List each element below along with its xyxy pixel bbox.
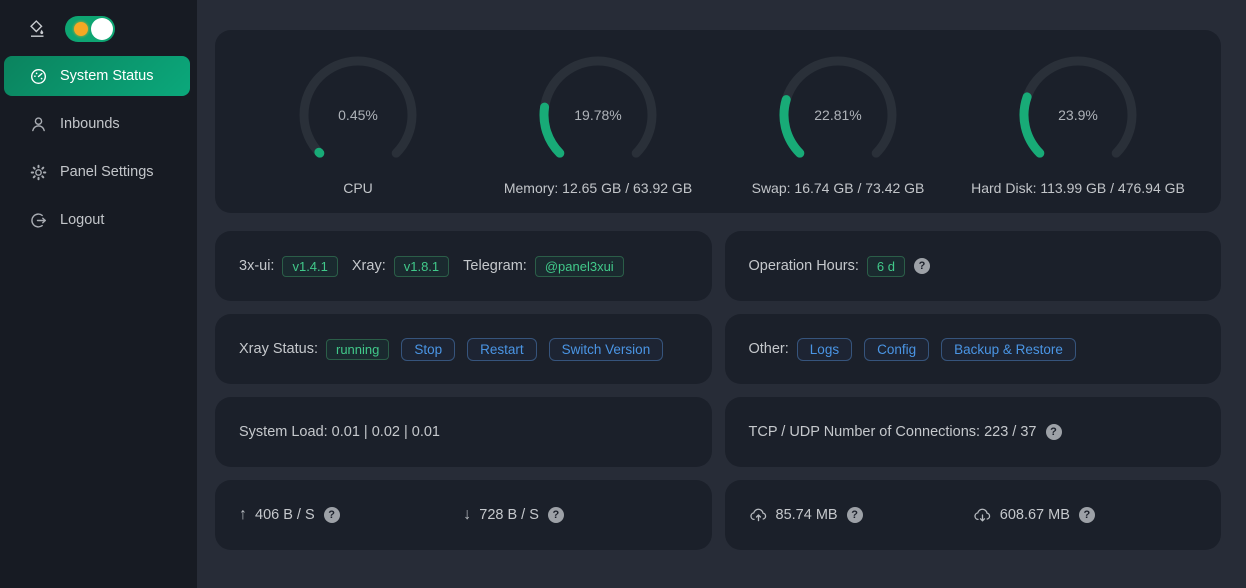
other-label: Other: — [748, 341, 789, 357]
gauge-memory: 19.78% Memory: 12.65 GB / 63.92 GB — [478, 30, 718, 213]
sidebar-item-label: Inbounds — [60, 116, 120, 132]
gauge-label: Hard Disk: 113.99 GB / 476.94 GB — [971, 180, 1185, 196]
connections-card: TCP / UDP Number of Connections: 223 / 3… — [724, 397, 1221, 467]
help-icon[interactable]: ? — [914, 258, 930, 274]
logout-icon — [30, 212, 47, 229]
gauge-value: 23.9% — [1058, 107, 1098, 123]
telegram-label: Telegram: — [463, 258, 527, 274]
sidebar-nav: System Status Inbounds — [0, 56, 197, 244]
gauge-arc — [299, 56, 417, 158]
user-icon — [30, 116, 47, 133]
total-download-metric: 608.67 MB ? — [973, 507, 1197, 523]
xray-status-tag: running — [325, 338, 390, 360]
sidebar-item-label: Panel Settings — [60, 164, 154, 180]
dark-theme-toggle[interactable] — [65, 16, 115, 42]
upload-speed-metric: ↑ 406 B / S ? — [239, 506, 463, 524]
operation-hours-card: Operation Hours: 6 d ? — [724, 231, 1221, 301]
sidebar-header — [0, 0, 197, 56]
restart-button[interactable]: Restart — [467, 337, 537, 361]
telegram-tag[interactable]: @panel3xui — [534, 255, 624, 277]
gauge-hard-disk: 23.9% Hard Disk: 113.99 GB / 476.94 GB — [958, 30, 1198, 213]
download-speed-metric: ↓ 728 B / S ? — [463, 506, 687, 524]
connections-text: TCP / UDP Number of Connections: 223 / 3… — [748, 424, 1037, 440]
gauge-value: 19.78% — [574, 107, 622, 123]
upload-speed-value: 406 B / S — [255, 507, 315, 523]
gauge-arc — [1019, 56, 1137, 158]
gauge-label: Swap: 16.74 GB / 73.42 GB — [751, 180, 925, 196]
sidebar-item-system-status[interactable]: System Status — [4, 56, 190, 96]
xray-status-card: Xray Status: running Stop Restart Switch… — [215, 314, 712, 384]
help-icon[interactable]: ? — [547, 507, 564, 523]
gauge-arc — [539, 56, 657, 158]
network-speed-card: ↑ 406 B / S ? ↓ 728 B / S ? — [215, 480, 712, 550]
app-version-tag: v1.4.1 — [282, 255, 338, 277]
dashboard-icon — [30, 68, 47, 85]
gauge-value: 0.45% — [338, 107, 378, 123]
cloud-download-icon — [973, 507, 992, 523]
system-load-card: System Load: 0.01 | 0.02 | 0.01 — [215, 397, 712, 467]
switch-version-button[interactable]: Switch Version — [548, 337, 664, 361]
sidebar-item-label: Logout — [60, 212, 105, 228]
down-arrow-icon: ↓ — [463, 506, 472, 523]
cloud-upload-icon — [749, 507, 768, 523]
total-download-value: 608.67 MB — [999, 507, 1070, 523]
up-arrow-icon: ↑ — [239, 506, 247, 523]
gauge-label: CPU — [343, 180, 373, 196]
stop-button[interactable]: Stop — [401, 337, 456, 361]
total-upload-metric: 85.74 MB ? — [749, 507, 973, 523]
operation-hours-tag: 6 d — [866, 255, 905, 277]
backup-restore-button[interactable]: Backup & Restore — [941, 337, 1076, 361]
sidebar-item-logout[interactable]: Logout — [0, 196, 197, 244]
xray-version-label: Xray: — [351, 258, 386, 274]
help-icon[interactable]: ? — [323, 507, 340, 523]
system-load-text: System Load: 0.01 | 0.02 | 0.01 — [239, 424, 440, 440]
sidebar-item-inbounds[interactable]: Inbounds — [0, 100, 197, 148]
operation-hours-label: Operation Hours: — [748, 258, 859, 274]
sun-icon — [74, 22, 88, 36]
gauge-cpu: 0.45% CPU — [238, 30, 478, 213]
main-content: 0.45% CPU 19.78% Memory: 12.65 GB / 63.9… — [197, 0, 1246, 588]
gauge-label: Memory: 12.65 GB / 63.92 GB — [503, 180, 693, 196]
network-total-card: 85.74 MB ? 608.67 MB ? — [724, 480, 1221, 550]
xray-version-tag: v1.8.1 — [393, 255, 450, 277]
gear-icon — [30, 164, 47, 181]
sidebar-item-panel-settings[interactable]: Panel Settings — [0, 148, 197, 196]
total-upload-value: 85.74 MB — [775, 507, 838, 523]
gauge-arc — [779, 56, 897, 158]
versions-card: 3x-ui: v1.4.1 Xray: v1.8.1 Telegram: @pa… — [215, 231, 712, 301]
sidebar: System Status Inbounds — [0, 0, 197, 588]
config-button[interactable]: Config — [864, 337, 930, 361]
xray-status-label: Xray Status: — [239, 341, 318, 357]
help-icon[interactable]: ? — [1078, 507, 1095, 523]
theme-paint-icon — [28, 20, 46, 38]
toggle-knob — [91, 18, 113, 40]
logs-button[interactable]: Logs — [796, 337, 853, 361]
download-speed-value: 728 B / S — [479, 507, 539, 523]
system-gauges-card: 0.45% CPU 19.78% Memory: 12.65 GB / 63.9… — [215, 30, 1221, 213]
app-version-label: 3x-ui: — [239, 258, 275, 274]
help-icon[interactable]: ? — [846, 507, 863, 523]
gauge-value: 22.81% — [814, 107, 862, 123]
other-actions-card: Other: Logs Config Backup & Restore — [724, 314, 1221, 384]
gauge-swap: 22.81% Swap: 16.74 GB / 73.42 GB — [718, 30, 958, 213]
sidebar-item-label: System Status — [60, 68, 154, 84]
help-icon[interactable]: ? — [1045, 424, 1062, 440]
